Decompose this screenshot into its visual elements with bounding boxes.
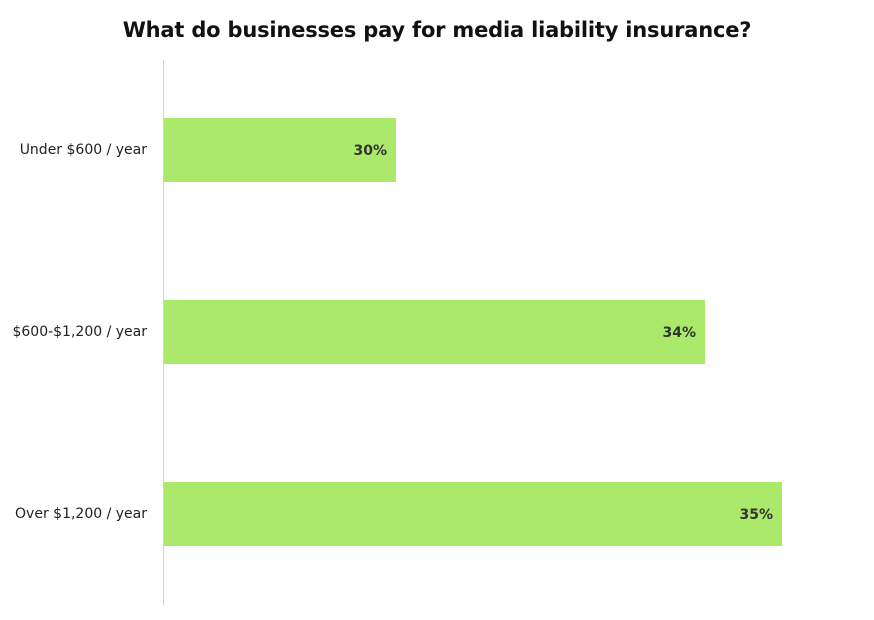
bar-value-label: 34% [662,325,696,341]
category-label: Over $1,200 / year [15,506,147,522]
chart-title: What do businesses pay for media liabili… [122,18,752,42]
bar-row: $600-$1,200 / year 34% [0,300,874,364]
bar: 34% [164,300,705,364]
category-label: Under $600 / year [19,142,147,158]
bar-value-label: 30% [353,143,387,159]
y-axis-line [163,60,164,605]
bar-value-label: 35% [739,507,773,523]
bar-row: Under $600 / year 30% [0,118,874,182]
bar: 35% [164,482,782,546]
bar-row: Over $1,200 / year 35% [0,482,874,546]
bar: 30% [164,118,396,182]
category-label: $600-$1,200 / year [12,324,147,340]
